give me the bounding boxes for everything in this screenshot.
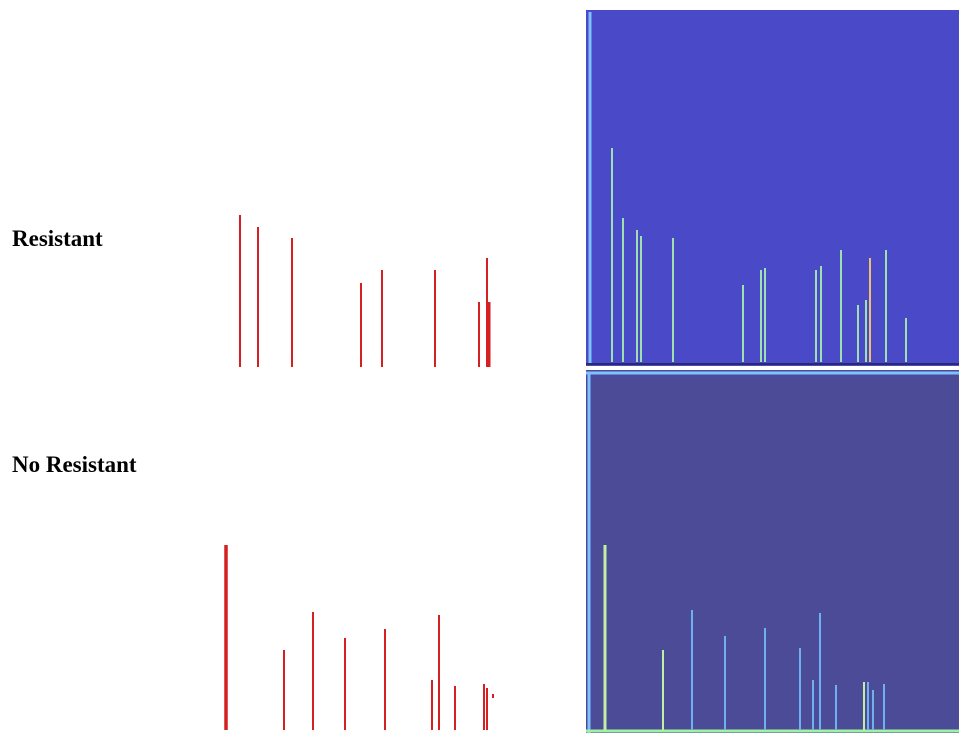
spectrum-no-resistant: [226, 545, 493, 730]
panel-label: No Resistant: [12, 452, 137, 477]
spectrum-panel: [586, 370, 959, 733]
panel-label: Resistant: [12, 226, 103, 251]
spectrum-resistant: [240, 215, 489, 367]
page: Resistant No Resistant: [0, 0, 959, 733]
figure: Resistant No Resistant: [0, 0, 959, 733]
